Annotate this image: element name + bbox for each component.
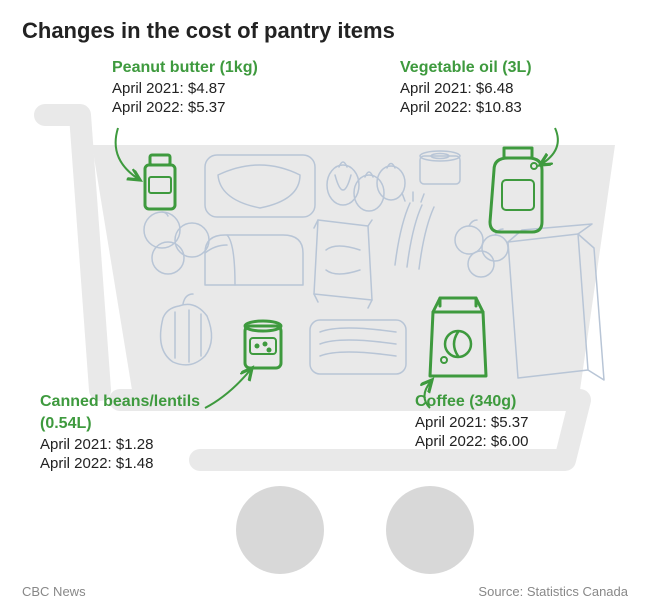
page-title: Changes in the cost of pantry items xyxy=(22,18,395,44)
item-name: Vegetable oil (3L) xyxy=(400,58,532,78)
price-2021: April 2021: $1.28 xyxy=(40,436,200,455)
callout-peanut-butter: Peanut butter (1kg) April 2021: $4.87 Ap… xyxy=(112,58,258,118)
callout-vegetable-oil: Vegetable oil (3L) April 2021: $6.48 Apr… xyxy=(400,58,532,118)
price-2021: April 2021: $5.37 xyxy=(415,414,528,433)
callout-beans: Canned beans/lentils (0.54L) April 2021:… xyxy=(40,392,200,474)
footer-source-right: Source: Statistics Canada xyxy=(478,584,628,599)
cart-outline xyxy=(45,115,615,574)
item-name: Coffee (340g) xyxy=(415,392,528,412)
price-2021: April 2021: $6.48 xyxy=(400,80,532,99)
price-2022: April 2022: $6.00 xyxy=(415,433,528,452)
item-name-line2: (0.54L) xyxy=(40,414,200,434)
footer-source-left: CBC News xyxy=(22,584,86,599)
price-2022: April 2022: $5.37 xyxy=(112,99,258,118)
price-2022: April 2022: $1.48 xyxy=(40,455,200,474)
price-2022: April 2022: $10.83 xyxy=(400,99,532,118)
item-name: Canned beans/lentils xyxy=(40,392,200,412)
callout-coffee: Coffee (340g) April 2021: $5.37 April 20… xyxy=(415,392,528,452)
price-2021: April 2021: $4.87 xyxy=(112,80,258,99)
item-name: Peanut butter (1kg) xyxy=(112,58,258,78)
infographic-canvas xyxy=(0,0,650,613)
footer: CBC News Source: Statistics Canada xyxy=(22,584,628,599)
